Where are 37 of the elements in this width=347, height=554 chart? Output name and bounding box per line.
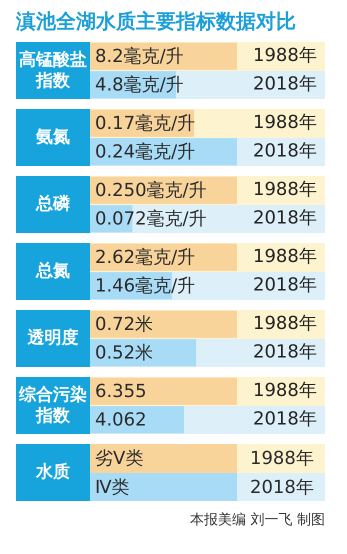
data-label: 4.8毫克/升 (95, 74, 184, 96)
data-label: 1.46毫克/升 (95, 275, 196, 296)
y-axis-title: 综合污染指数 (16, 377, 90, 434)
data-label: 0.72米 (95, 314, 154, 335)
y-tick-label: 1988年 (253, 380, 317, 401)
y-tick-label: 1988年 (253, 312, 317, 334)
y-tick-label: 2018年 (253, 274, 317, 296)
data-label: 8.2毫克/升 (95, 46, 184, 67)
y-tick-label: 2018年 (253, 207, 317, 228)
y-tick-label: 2018年 (253, 408, 317, 430)
text: 本报美编 刘一飞 制图 (189, 511, 325, 529)
row-backdrop: 劣Ⅴ类 1988年 (90, 444, 325, 472)
data-label: 0.17毫克/升 (95, 112, 196, 134)
data-label: 0.250毫克/升 (95, 180, 207, 201)
data-label: 0.24毫克/升 (95, 141, 196, 162)
data-label: 0.072毫克/升 (95, 208, 207, 230)
data-label: 0.52米 (95, 342, 154, 364)
y-tick-label: 1988年 (253, 112, 317, 133)
chart-title: 滇池全湖水质主要指标数据对比 (16, 8, 297, 35)
y-axis-title: 透明度 (16, 310, 90, 367)
data-label: 4.062 (95, 409, 147, 430)
y-tick-label: 2018年 (253, 140, 317, 162)
y-tick-label: 2018年 (253, 341, 317, 362)
y-axis-title: 总磷 (16, 176, 90, 233)
y-tick-label: 1988年 (253, 44, 317, 66)
y-axis-title: 总氮 (16, 243, 90, 300)
data-label: 2.62毫克/升 (95, 246, 196, 268)
fill-block: Ⅳ类 (90, 472, 237, 501)
row-backdrop: Ⅳ类 2018年 (90, 472, 325, 501)
y-axis-title: 氨氮 (16, 109, 90, 166)
text: 水质 (16, 444, 90, 501)
y-tick-label: 1988年 (253, 178, 317, 200)
y-tick-label: 2018年 (253, 73, 317, 94)
fill-block: 劣Ⅴ类 (90, 444, 237, 472)
y-tick-label: 1988年 (253, 246, 317, 267)
y-axis-title: 高锰酸盐指数 (16, 42, 90, 99)
data-label: 6.355 (95, 380, 147, 402)
